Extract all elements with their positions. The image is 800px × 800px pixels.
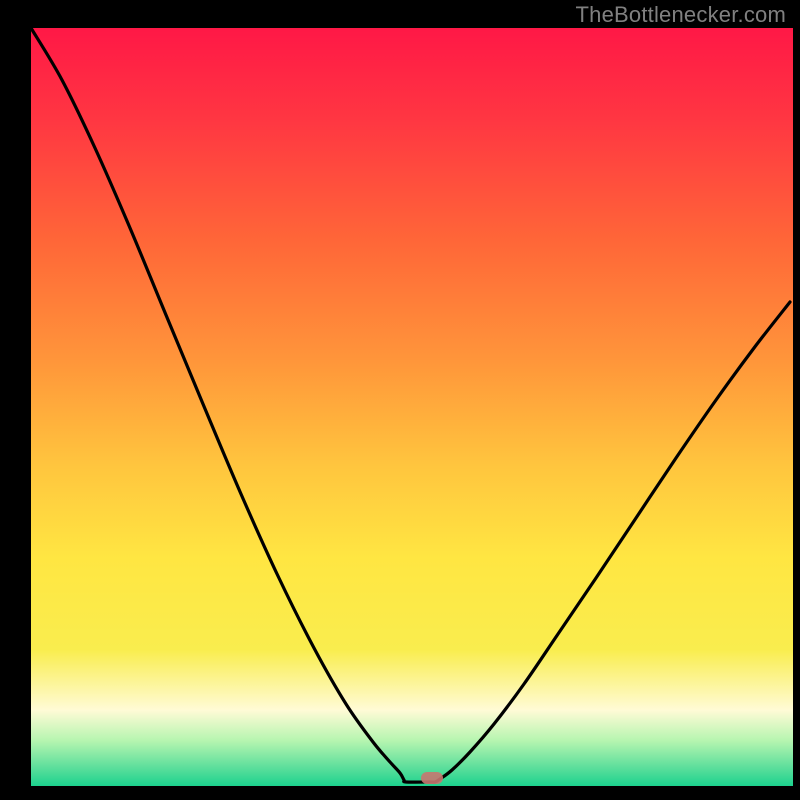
plot-area xyxy=(31,28,793,786)
attribution-text: TheBottlenecker.com xyxy=(576,2,786,28)
chart-stage: TheBottlenecker.com xyxy=(0,0,800,800)
optimum-marker xyxy=(421,772,443,784)
chart-svg xyxy=(0,0,800,800)
